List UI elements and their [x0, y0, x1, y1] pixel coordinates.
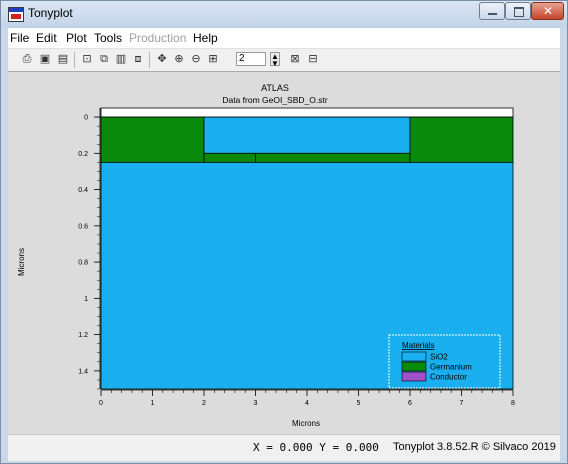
- duplicate-icon[interactable]: ⧈: [134, 53, 142, 65]
- cut-icon[interactable]: ⊡: [82, 53, 92, 65]
- plot-subtitle: Data from GeOI_SBD_O.str: [222, 95, 328, 105]
- zoom-box-icon[interactable]: ⊞: [208, 53, 218, 65]
- menu-plot[interactable]: Plot: [66, 31, 87, 45]
- legend-swatch: [401, 361, 427, 372]
- minimize-button[interactable]: [479, 2, 505, 20]
- zoom-in-icon[interactable]: ⊕: [174, 53, 184, 65]
- y-axis-label: Microns: [17, 248, 26, 276]
- region-germanium: [100, 116, 205, 163]
- x-tick-label: 5: [357, 400, 361, 407]
- menu-help[interactable]: Help: [193, 31, 218, 45]
- x-tick-label: 1: [151, 400, 155, 407]
- x-tick-label: 2: [202, 400, 206, 407]
- y-tick-label: 1.2: [78, 332, 88, 339]
- y-tick-label: 0.2: [78, 151, 88, 158]
- copyright-text: Tonyplot 3.8.52.R © Silvaco 2019: [393, 441, 556, 453]
- menu-edit[interactable]: Edit: [36, 31, 57, 45]
- toolbar-separator: [149, 52, 150, 68]
- x-tick-label: 6: [408, 400, 412, 407]
- x-tick-label: 7: [460, 400, 464, 407]
- grid-icon[interactable]: ⊠: [290, 53, 300, 65]
- title-bar: Tonyplot ✕: [1, 1, 567, 28]
- y-tick-label: 1.4: [78, 368, 88, 375]
- close-button[interactable]: ✕: [531, 2, 564, 20]
- plot-panel: ATLAS Data from GeOI_SBD_O.str 0 1 2 3 4 5 6 7 8…: [8, 71, 560, 435]
- y-tick-label: 0.4: [78, 187, 88, 194]
- y-tick-label: 0: [84, 115, 88, 122]
- toolbar: ⎙ ▣ ▤ ⊡ ⧉ ▥ ⧈ ✥ ⊕ ⊖ ⊞ 2 ▲ ▼ ⊠ ⊟: [8, 48, 560, 71]
- x-tick-label: 4: [305, 400, 309, 407]
- status-bar: X = 0.000 Y = 0.000 Tonyplot 3.8.52.R © …: [8, 434, 560, 461]
- maximize-button[interactable]: [505, 2, 531, 20]
- x-tick-label: 3: [254, 400, 258, 407]
- x-tick-label: 0: [99, 400, 103, 407]
- menu-file[interactable]: File: [10, 31, 30, 45]
- window-title: Tonyplot: [28, 6, 73, 20]
- region-conductor: [100, 107, 514, 118]
- zoom-spinner[interactable]: ▲ ▼: [270, 52, 280, 68]
- zoom-out-icon[interactable]: ⊖: [191, 53, 201, 65]
- cursor-coordinates: X = 0.000 Y = 0.000: [253, 441, 379, 454]
- y-axis: 0 0.2 0.4 0.6 0.8 1 1.2 1.4: [78, 108, 101, 390]
- x-axis-label: Microns: [292, 419, 320, 428]
- structure-regions: [100, 107, 514, 390]
- close-icon: ✕: [543, 4, 554, 18]
- settings-icon[interactable]: ⊟: [308, 53, 318, 65]
- region-sio2: [203, 116, 411, 154]
- paste-icon[interactable]: ▥: [115, 53, 127, 65]
- open-icon[interactable]: ▣: [39, 53, 51, 65]
- legend-label: SiO2: [430, 353, 448, 362]
- plot-title: ATLAS: [261, 83, 289, 93]
- zoom-level-input[interactable]: 2: [236, 52, 266, 66]
- y-tick-label: 0.6: [78, 223, 88, 230]
- y-tick-label: 1: [84, 296, 88, 303]
- region-germanium: [409, 116, 514, 163]
- copy-icon[interactable]: ⧉: [100, 53, 108, 65]
- legend-swatch: [401, 371, 427, 382]
- legend-label: Germanium: [430, 363, 472, 372]
- region-germanium: [203, 152, 411, 163]
- menu-tools[interactable]: Tools: [94, 31, 123, 45]
- save-icon[interactable]: ▤: [57, 53, 69, 65]
- y-tick-label: 0.8: [78, 260, 88, 267]
- plot-canvas[interactable]: ATLAS Data from GeOI_SBD_O.str 0 1 2 3 4 5 6 7 8…: [8, 72, 560, 435]
- legend-label: Conductor: [430, 373, 467, 382]
- toolbar-separator: [74, 52, 75, 68]
- legend-title: Materials: [402, 341, 434, 350]
- app-icon: [8, 7, 24, 22]
- x-tick-label: 8: [511, 400, 515, 407]
- menu-bar: File Edit Plot Tools Production Help: [8, 28, 560, 48]
- legend-swatch: [401, 351, 427, 362]
- menu-production[interactable]: Production: [129, 31, 187, 45]
- print-icon[interactable]: ⎙: [22, 53, 32, 65]
- x-axis: 0 1 2 3 4 5 6 7 8: [99, 389, 515, 407]
- pan-icon[interactable]: ✥: [157, 53, 167, 65]
